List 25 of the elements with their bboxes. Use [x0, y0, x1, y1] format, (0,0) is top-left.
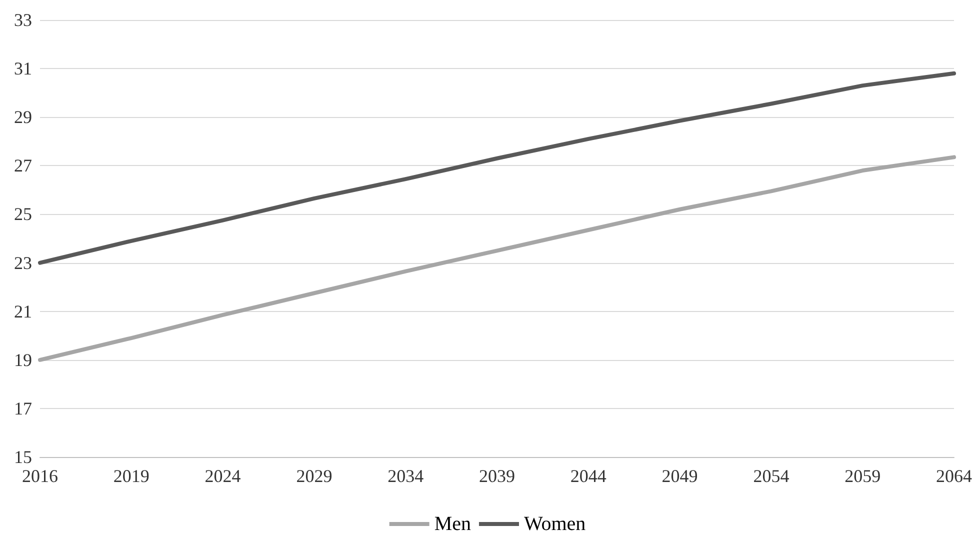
line-series: [38, 155, 956, 362]
x-tick-label: 2024: [204, 466, 241, 486]
x-tick-label: 2019: [113, 466, 150, 486]
y-tick-label: 15: [14, 447, 32, 467]
x-tick-label: 2064: [936, 466, 972, 486]
y-tick-label: 17: [14, 398, 32, 418]
x-tick-label: 2016: [22, 466, 58, 486]
x-tick-label: 2044: [570, 466, 606, 486]
x-tick-label: 2029: [296, 466, 332, 486]
line-series: [38, 71, 956, 265]
y-tick-label: 21: [14, 301, 32, 322]
x-tick-label: 2049: [662, 466, 698, 486]
x-tick-label: 2054: [753, 466, 790, 486]
x-tick-label: 2039: [479, 466, 515, 486]
y-tick-label: 27: [14, 156, 32, 176]
y-tick-label: 29: [14, 107, 32, 128]
x-tick-label: 2034: [388, 466, 424, 486]
legend-label: Men: [434, 513, 471, 535]
y-tick-label: 33: [14, 10, 32, 30]
y-tick-label: 25: [14, 204, 32, 224]
y-tick-label: 31: [14, 58, 32, 79]
y-tick-label: 23: [14, 252, 32, 273]
y-tick-label: 19: [14, 350, 32, 370]
legend-label: Women: [524, 513, 586, 535]
x-tick-label: 2059: [844, 466, 881, 486]
